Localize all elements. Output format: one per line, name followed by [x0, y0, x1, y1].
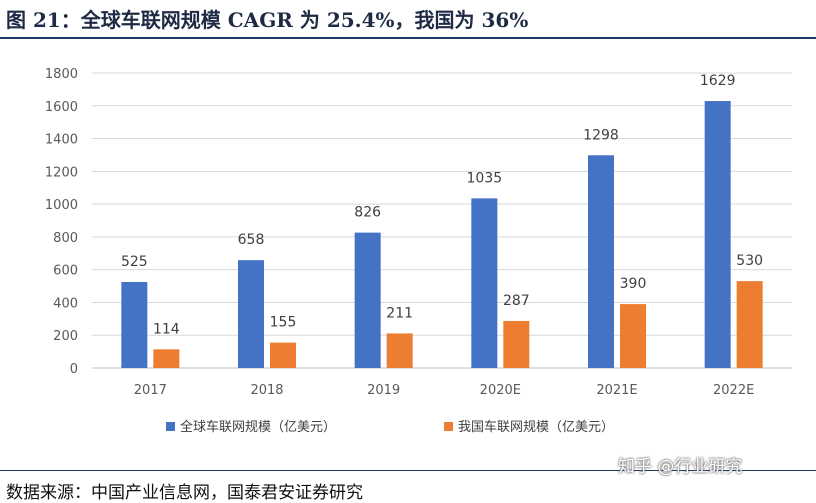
y-tick-label: 1200	[45, 165, 78, 180]
data-label: 114	[153, 321, 180, 337]
y-tick-label: 0	[70, 362, 78, 377]
y-tick-label: 200	[53, 329, 78, 344]
y-tick-label: 1400	[45, 133, 78, 148]
y-tick-label: 400	[53, 296, 78, 311]
x-tick-label: 2019	[367, 383, 400, 398]
data-label: 211	[386, 305, 413, 321]
data-label: 826	[354, 205, 381, 221]
data-label: 1035	[467, 170, 503, 186]
x-tick-label: 2021E	[596, 383, 637, 398]
source-rule	[0, 470, 816, 471]
title-rule	[0, 37, 816, 39]
bar-global	[704, 101, 731, 369]
x-tick-label: 2017	[134, 383, 167, 398]
x-tick-label: 2018	[250, 383, 283, 398]
data-label: 390	[620, 276, 647, 292]
legend-label: 全球车联网规模（亿美元）	[180, 419, 336, 435]
legend-label: 我国车联网规模（亿美元）	[458, 419, 614, 435]
bar-china	[736, 281, 763, 368]
y-tick-label: 800	[53, 231, 78, 246]
figure-title: 图 21：全球车联网规模 CAGR 为 25.4%，我国为 36%	[6, 8, 529, 32]
legend-swatch	[444, 422, 453, 431]
bar-china	[153, 349, 180, 368]
bar-china	[270, 342, 296, 368]
source-note: 数据来源：中国产业信息网，国泰君安证券研究	[6, 483, 363, 503]
data-label: 1298	[583, 127, 619, 143]
data-label: 530	[736, 253, 763, 269]
bar-global	[238, 260, 264, 368]
data-label: 287	[503, 293, 530, 309]
x-tick-label: 2020E	[480, 383, 521, 398]
data-label: 525	[121, 254, 148, 270]
bar-china	[386, 333, 413, 368]
y-tick-label: 1800	[45, 67, 78, 82]
y-tick-label: 1000	[45, 198, 78, 213]
data-label: 1629	[700, 73, 736, 89]
watermark: 知乎 @行业研究	[618, 457, 743, 477]
legend-swatch	[166, 422, 175, 431]
bar-global	[121, 281, 148, 368]
bar-global	[354, 232, 381, 368]
bar-global	[471, 198, 498, 368]
bar-global	[588, 155, 614, 368]
bar-china	[503, 320, 530, 368]
y-tick-label: 1600	[45, 100, 78, 115]
x-tick-label: 2022E	[713, 383, 754, 398]
data-label: 155	[270, 315, 297, 331]
bar-china	[620, 304, 646, 368]
bar-chart: 0 200 400 600 800 1000 1200 1400 1600 1800 2017 525…	[45, 67, 792, 435]
data-label: 658	[238, 232, 265, 248]
y-tick-label: 600	[53, 264, 78, 279]
